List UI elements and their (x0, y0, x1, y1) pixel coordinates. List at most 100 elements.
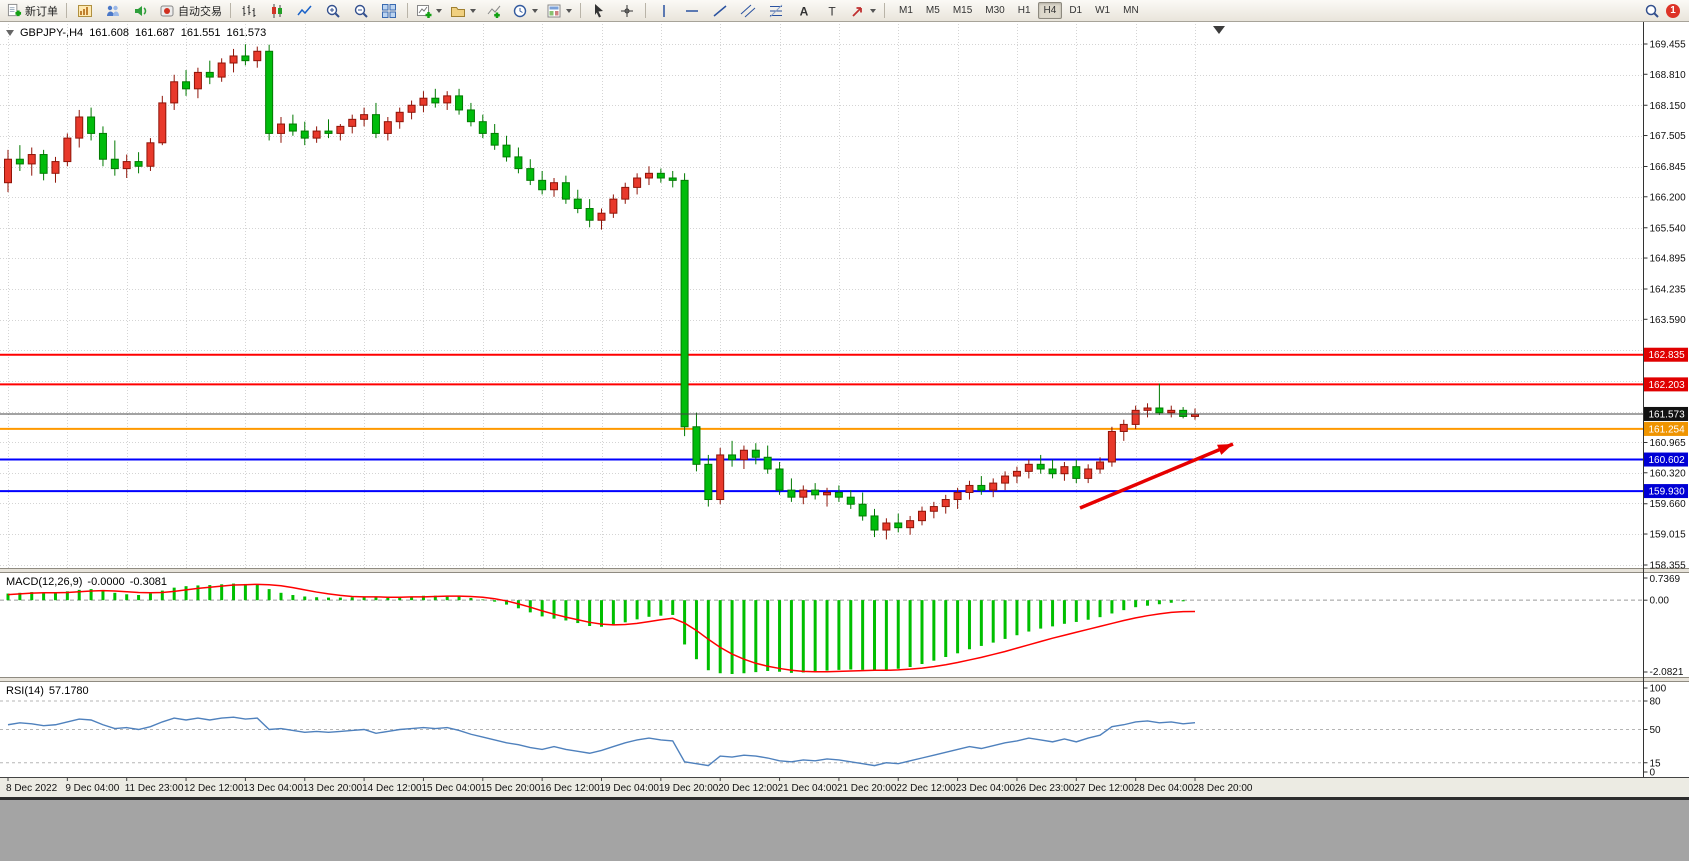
time-axis-label: 8 Dec 2022 (6, 783, 58, 794)
notification-badge[interactable]: 1 (1666, 3, 1680, 18)
templates-button[interactable] (542, 0, 576, 22)
profiles-button[interactable] (446, 0, 480, 22)
chart-window-icon (78, 4, 92, 17)
indicators-icon (487, 5, 501, 18)
toolbar-separator (230, 3, 231, 18)
timeframe-d1-button[interactable]: D1 (1069, 5, 1083, 16)
sound-button[interactable] (127, 0, 155, 22)
price-scale-label: 167.505 (1650, 131, 1687, 142)
market-watch-button[interactable] (99, 0, 127, 22)
arrows-tool-button[interactable] (846, 0, 880, 22)
price-badge-label: 159.930 (1649, 487, 1686, 498)
price-scale-label: 168.810 (1650, 70, 1687, 81)
fibonacci-tool-button[interactable] (762, 0, 790, 22)
crosshair-icon (621, 4, 633, 17)
chart-window-button[interactable] (71, 0, 99, 22)
price-badge-label: 161.254 (1649, 424, 1686, 435)
timeframe-m15-button[interactable]: M15 (952, 5, 973, 16)
bottom-panel (0, 797, 1689, 861)
macd-signal-line (7, 583, 1196, 673)
trendline-icon (713, 4, 727, 17)
time-axis-label: 27 Dec 12:00 (1074, 783, 1134, 794)
pane-splitter[interactable] (0, 677, 1689, 682)
time-axis-label: 21 Dec 20:00 (837, 783, 897, 794)
price-scale-label: 164.235 (1650, 285, 1687, 296)
price-scale-label: 160.320 (1650, 468, 1687, 479)
timeframe-m30-button[interactable]: M30 (985, 5, 1005, 16)
vertical-line-tool-button[interactable] (650, 0, 678, 22)
chart-canvas[interactable]: 169.455 168.810 168.150 167.505 166.845 166.2… (0, 22, 1689, 797)
toolbar-separator (645, 3, 646, 18)
time-axis-label: 19 Dec 04:00 (600, 783, 660, 794)
timeframe-m5-button[interactable]: M5 (925, 5, 940, 16)
time-axis-label: 19 Dec 20:00 (659, 783, 719, 794)
pane-splitter[interactable] (0, 568, 1689, 573)
chart-shift-marker-icon[interactable] (1213, 26, 1225, 34)
macd-main-value: -0.0000 (87, 576, 125, 588)
channel-tool-button[interactable] (734, 0, 762, 22)
new-order-icon (7, 3, 22, 17)
price-scale-label: 163.590 (1650, 315, 1687, 326)
zoom-out-button[interactable] (347, 0, 375, 22)
new-chart-button[interactable] (412, 0, 446, 22)
horizontal-line-tool-button[interactable] (678, 0, 706, 22)
dropdown-caret-icon (870, 8, 876, 13)
timeframe-h1-button[interactable]: H1 (1017, 5, 1031, 16)
one-click-trading-collapse-icon[interactable] (6, 30, 14, 36)
price-scale-label: 160.965 (1650, 438, 1687, 449)
market-watch-icon (107, 5, 119, 16)
timeframe-m1-button[interactable]: M1 (899, 5, 913, 16)
macd-scale-min: -2.0821 (1650, 667, 1684, 678)
macd-scale-zero: 0.00 (1650, 596, 1670, 607)
indicators-button[interactable] (480, 0, 508, 22)
time-axis-label: 15 Dec 04:00 (421, 783, 481, 794)
auto-trading-button[interactable]: 自动交易 (155, 0, 226, 22)
line-chart-icon (297, 5, 312, 15)
time-axis-label: 20 Dec 12:00 (718, 783, 778, 794)
time-axis-label: 15 Dec 20:00 (481, 783, 541, 794)
text-icon: A (800, 4, 809, 18)
search-icon[interactable] (1644, 3, 1660, 19)
toolbar-separator (407, 3, 408, 18)
timeframe-h4-button[interactable]: H4 (1037, 2, 1063, 19)
line-chart-button[interactable] (291, 0, 319, 22)
rsi-name: RSI(14) (6, 685, 44, 697)
cursor-button[interactable] (585, 0, 613, 22)
text-label-tool-button[interactable]: T (818, 0, 846, 22)
auto-trading-icon (160, 5, 174, 16)
trend-arrow-annotation[interactable] (1079, 442, 1234, 510)
trendline-tool-button[interactable] (706, 0, 734, 22)
bar-chart-button[interactable] (235, 0, 263, 22)
new-chart-icon (417, 4, 432, 18)
crosshair-button[interactable] (613, 0, 641, 22)
price-badge-162.835 (1644, 347, 1688, 362)
rsi-scale-label: 15 (1650, 758, 1662, 769)
zoom-out-icon (354, 4, 368, 18)
zoom-in-button[interactable] (319, 0, 347, 22)
fibonacci-icon (769, 4, 783, 17)
time-axis-label: 9 Dec 04:00 (65, 783, 119, 794)
macd-name: MACD(12,26,9) (6, 576, 83, 588)
time-axis-label: 28 Dec 04:00 (1134, 783, 1194, 794)
tile-windows-button[interactable] (375, 0, 403, 22)
candlestick-chart-button[interactable] (263, 0, 291, 22)
price-scale-label: 166.845 (1650, 162, 1687, 173)
chart-close-value: 161.573 (226, 27, 267, 39)
price-scale[interactable] (1643, 43, 1689, 566)
new-order-button[interactable]: 新订单 (3, 0, 62, 22)
time-axis-label: 21 Dec 04:00 (778, 783, 838, 794)
price-badge-label: 162.835 (1649, 350, 1686, 361)
chart-grid (0, 24, 1644, 568)
price-scale-label: 168.150 (1650, 101, 1687, 112)
candlestick-chart-icon (272, 3, 282, 18)
time-axis[interactable] (0, 777, 1689, 797)
chart-background (0, 22, 1689, 777)
timeframe-w1-button[interactable]: W1 (1095, 5, 1111, 16)
price-badge-161.254 (1644, 421, 1688, 436)
text-tool-button[interactable]: A (790, 0, 818, 22)
chart-low-value: 161.551 (180, 27, 221, 39)
timeframe-mn-button[interactable]: MN (1123, 5, 1139, 16)
new-order-label: 新订单 (25, 5, 58, 18)
periods-button[interactable] (508, 0, 542, 22)
clock-icon (513, 4, 527, 17)
